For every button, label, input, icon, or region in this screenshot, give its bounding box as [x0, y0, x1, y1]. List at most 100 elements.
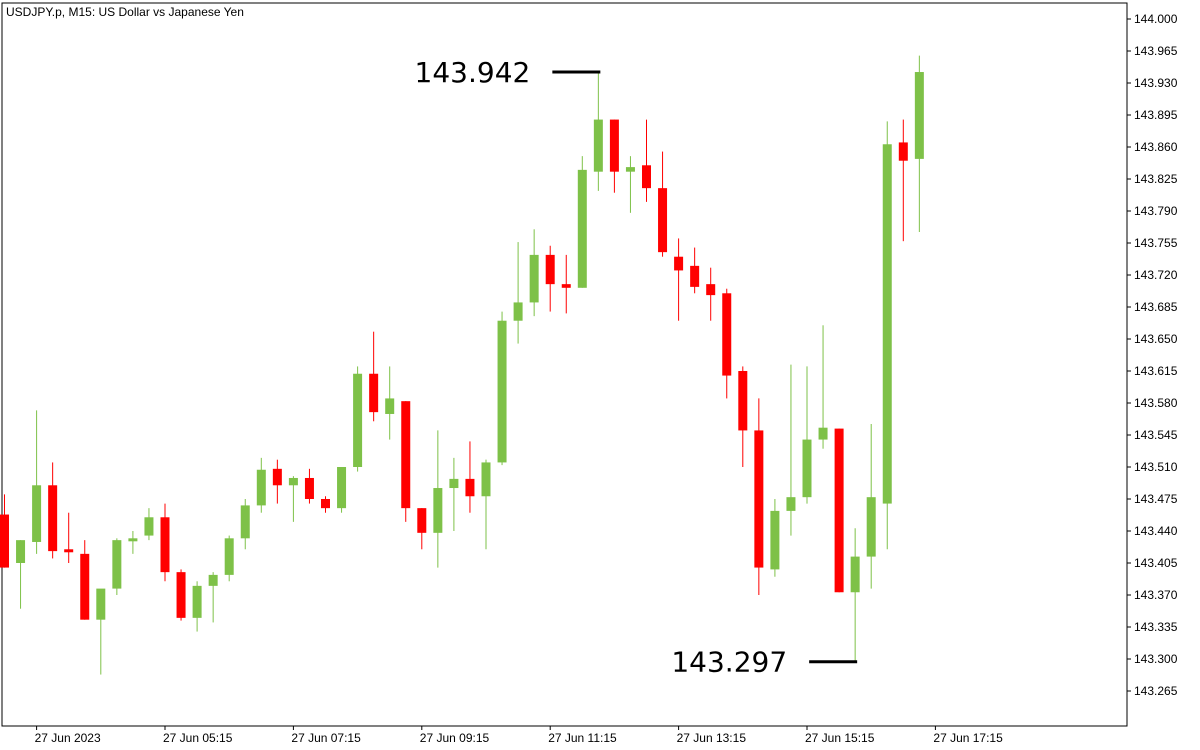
plot-frame	[1, 2, 1128, 727]
candle	[898, 119, 908, 242]
candle	[417, 508, 427, 550]
candle	[818, 325, 828, 449]
candle	[369, 331, 379, 422]
candle	[802, 366, 812, 504]
price-tick-label: 143.825	[1134, 172, 1178, 186]
candle-body	[32, 485, 42, 542]
candle-body	[465, 478, 475, 497]
candle	[353, 366, 363, 472]
candle-body	[192, 585, 202, 618]
candle	[882, 121, 892, 550]
candle	[738, 366, 748, 467]
candle	[593, 72, 603, 191]
price-tick-label: 143.265	[1134, 684, 1178, 698]
time-axis: 27 Jun 2023 27 Jun 05:15 27 Jun 07:15 27 Ju…	[35, 726, 1003, 745]
candle-body	[401, 401, 411, 509]
candle-body	[385, 398, 395, 414]
price-tick-label: 143.790	[1134, 204, 1178, 218]
candle	[80, 540, 90, 620]
price-tick-label: 143.510	[1134, 460, 1178, 474]
candle-body	[224, 538, 234, 575]
candle-body	[786, 497, 796, 511]
candle	[16, 540, 26, 609]
candle	[304, 468, 314, 504]
chart-title: USDJPY.p, M15: US Dollar vs Japanese Yen	[6, 5, 244, 19]
price-tick-label: 143.440	[1134, 524, 1178, 538]
candle	[561, 254, 571, 314]
candle	[240, 499, 250, 550]
candle-body	[818, 427, 828, 440]
candle	[144, 508, 154, 541]
price-tick-label: 143.650	[1134, 332, 1178, 346]
candle	[64, 512, 74, 563]
candle	[642, 119, 651, 202]
time-tick-label: 27 Jun 11:15	[548, 731, 617, 745]
candle	[850, 528, 860, 662]
candle-body	[128, 538, 138, 542]
candles-layer	[0, 55, 924, 675]
candle	[0, 494, 9, 568]
candle-body	[337, 467, 347, 509]
candle-body	[866, 497, 876, 557]
candle	[192, 581, 202, 632]
price-tick-label: 143.685	[1134, 300, 1178, 314]
candle-body	[674, 256, 684, 271]
price-tick-label: 143.545	[1134, 428, 1178, 442]
candle-body	[834, 428, 844, 593]
candle	[690, 247, 700, 294]
candle	[224, 535, 234, 582]
price-tick-label: 143.580	[1134, 396, 1178, 410]
candle	[160, 503, 170, 582]
candle	[625, 156, 635, 213]
candle-body	[481, 462, 491, 497]
candle-body	[449, 478, 459, 489]
price-tick-label: 143.370	[1134, 588, 1178, 602]
candle-body	[561, 284, 571, 288]
time-tick-label: 27 Jun 13:15	[677, 731, 747, 745]
candle-body	[417, 508, 427, 533]
annotations-layer: 143.942 143.297	[415, 56, 858, 679]
candle-body	[545, 254, 555, 285]
candle	[481, 459, 491, 550]
candle-body	[353, 373, 363, 467]
candle-body	[208, 574, 218, 586]
price-tick-label: 143.965	[1134, 44, 1178, 58]
candle	[497, 311, 507, 466]
time-tick-label: 27 Jun 09:15	[420, 731, 490, 745]
candle	[914, 55, 924, 233]
candle	[112, 538, 122, 595]
candle-body	[577, 169, 587, 288]
candle-body	[176, 572, 186, 618]
annotation-label: 143.942	[415, 56, 531, 89]
candle-body	[529, 254, 539, 303]
candle-body	[513, 302, 523, 321]
price-tick-label: 143.720	[1134, 268, 1178, 282]
candle	[48, 462, 58, 559]
annotation-label: 143.297	[671, 646, 787, 679]
candle-body	[754, 430, 764, 568]
candle-body	[642, 165, 651, 189]
candle-body	[304, 477, 314, 499]
candle-body	[770, 510, 780, 570]
price-axis: 144.000 143.965 143.930 143.895 143.860 143.8…	[1127, 12, 1178, 698]
candle-body	[722, 293, 732, 376]
candle-body	[690, 265, 700, 287]
candle-body	[64, 549, 74, 553]
candle	[529, 229, 539, 317]
candle-body	[48, 485, 58, 552]
candle-body	[593, 119, 603, 172]
candle-body	[80, 553, 90, 620]
candle	[208, 572, 218, 623]
candle-body	[240, 505, 250, 539]
candle-body	[272, 468, 282, 486]
candle	[513, 242, 523, 344]
candle	[674, 238, 684, 321]
candle-body	[706, 284, 716, 296]
candle	[545, 245, 555, 312]
price-tick-label: 143.335	[1134, 620, 1178, 634]
candle	[401, 401, 411, 522]
candle	[706, 267, 716, 321]
candle	[272, 459, 282, 504]
candle	[337, 467, 347, 513]
